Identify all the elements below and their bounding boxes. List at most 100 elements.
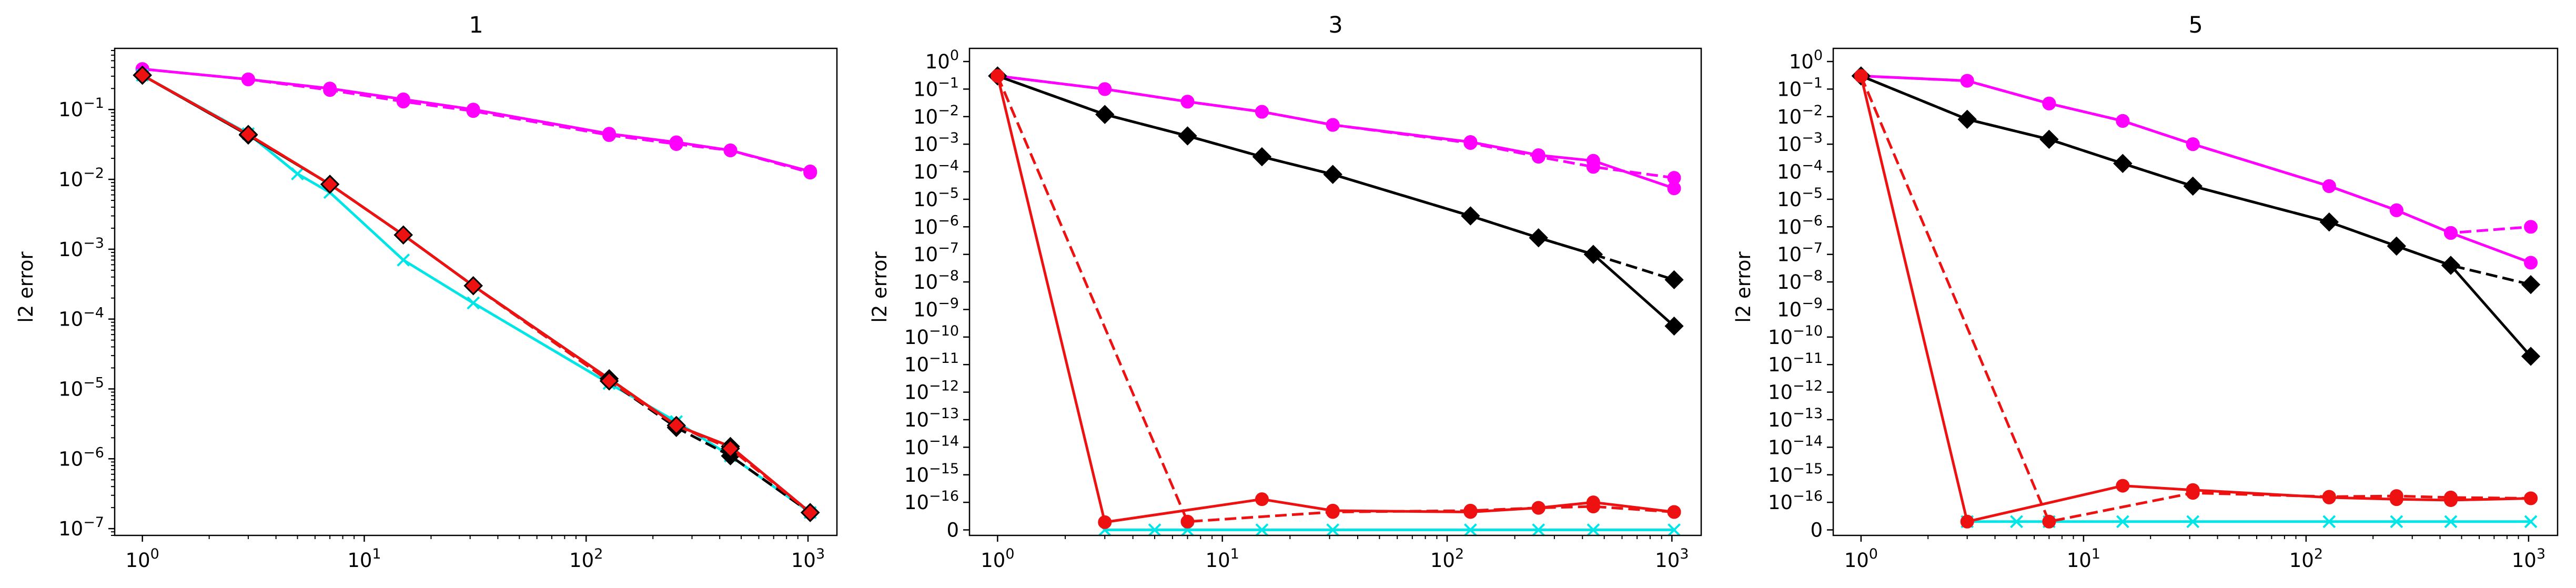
y-tick-label: 10−9	[913, 295, 959, 321]
panel-title: 5	[2188, 12, 2203, 38]
x-tick-label: 103	[2512, 546, 2545, 572]
y-tick-label: 10−14	[904, 433, 959, 459]
y-axis-label: l2 error	[15, 251, 37, 323]
data-point	[1531, 150, 1545, 164]
y-tick-label: 10−1	[913, 75, 959, 100]
x-tick-label: 103	[791, 546, 825, 572]
axes-frame	[114, 47, 838, 536]
data-point	[1664, 316, 1684, 336]
data-point	[803, 166, 817, 180]
data-point	[1252, 147, 1272, 167]
x-tick-label: 102	[569, 546, 603, 572]
data-point	[2390, 515, 2403, 529]
data-point	[1463, 523, 1477, 536]
data-point	[2521, 347, 2541, 366]
plot-area: 100 101 102 103 10−1 10−2 10−3 10−4 10−5 10−6 10−7	[58, 47, 838, 572]
y-tick-label: 10−4	[913, 158, 959, 184]
x-tick-label: 100	[981, 546, 1014, 572]
panel-title: 1	[469, 12, 483, 38]
data-point	[2524, 491, 2538, 505]
data-point	[1180, 95, 1195, 109]
data-point	[2524, 220, 2538, 234]
data-point	[2322, 179, 2336, 193]
data-point	[1957, 109, 1977, 129]
data-point	[1960, 74, 1974, 88]
data-point	[2322, 515, 2336, 529]
y-tick-label: 10−10	[1768, 323, 1823, 349]
y-tick-label: 10−16	[1768, 488, 1823, 514]
y-tick-label: 10−14	[1768, 433, 1823, 459]
data-point	[2389, 489, 2403, 503]
data-point	[1326, 118, 1340, 132]
data-point	[1255, 105, 1269, 119]
data-point	[721, 439, 740, 459]
y-tick-label: 10−11	[904, 350, 959, 376]
data-point	[2183, 176, 2203, 196]
y-tick-label: 10−15	[1768, 461, 1823, 486]
series-7	[991, 69, 1681, 529]
data-point	[1960, 514, 1974, 529]
y-tick-label: 10−6	[913, 212, 959, 238]
y-tick-label: 10−5	[58, 374, 104, 400]
y-tick-label: 10−15	[904, 461, 959, 486]
panel-5: 5 l2 error 100 101 102 103010−1610−1510−141…	[1732, 12, 2559, 572]
y-tick-label: 10−6	[1777, 212, 1823, 238]
series-line	[997, 75, 1675, 281]
y-tick-label: 10−8	[913, 268, 959, 293]
data-point	[801, 503, 820, 522]
y-tick-label: 10−6	[58, 444, 104, 470]
data-point	[1531, 501, 1545, 515]
series-line	[1860, 75, 2531, 286]
y-tick-label: 10−5	[1777, 185, 1823, 211]
data-point	[2042, 96, 2056, 110]
y-tick-label: 10−11	[1768, 350, 1823, 376]
data-point	[2116, 114, 2130, 128]
data-point	[393, 225, 413, 245]
data-point	[723, 143, 738, 157]
data-point	[1463, 136, 1478, 150]
data-point	[291, 167, 304, 180]
data-point	[241, 72, 255, 86]
data-point	[2116, 515, 2129, 529]
data-point	[1667, 505, 1681, 519]
series-line	[142, 67, 811, 174]
data-point	[1098, 515, 1112, 529]
plot-area: 100 101 102 103010−1610−1510−1410−1310−1210…	[1768, 47, 2559, 572]
data-point	[1583, 245, 1603, 264]
y-tick-label: 0	[1810, 519, 1823, 542]
x-tick-label: 100	[126, 546, 159, 572]
y-tick-label: 10−9	[1777, 295, 1823, 321]
data-point	[1178, 126, 1197, 146]
data-point	[467, 296, 480, 310]
series-7	[1854, 69, 2538, 529]
data-point	[1098, 82, 1112, 96]
y-tick-label: 10−1	[58, 95, 104, 121]
y-tick-label: 10−16	[904, 488, 959, 514]
plot-area: 100 101 102 103010−1610−1510−1410−1310−1210…	[904, 47, 1702, 572]
axes-frame	[1832, 47, 2559, 536]
data-point	[2441, 256, 2461, 275]
data-point	[1323, 165, 1342, 184]
data-point	[396, 95, 410, 109]
x-tick-label: 102	[1430, 546, 1464, 572]
data-point	[1326, 523, 1340, 536]
y-tick-label: 10−4	[1777, 158, 1823, 184]
data-point	[1668, 523, 1681, 536]
data-point	[1461, 206, 1480, 226]
data-point	[2444, 515, 2458, 529]
data-point	[669, 137, 683, 151]
data-point	[1667, 171, 1681, 185]
y-tick-label: 10−4	[58, 305, 104, 331]
data-point	[1095, 105, 1115, 124]
data-point	[666, 415, 686, 435]
data-point	[599, 371, 619, 391]
data-point	[1586, 160, 1600, 174]
panel-1: 1 l2 error 100 101 102 10310−110−210−310−41…	[15, 12, 838, 572]
series-line	[142, 74, 811, 514]
data-point	[2039, 129, 2059, 149]
x-tick-label: 101	[347, 546, 381, 572]
data-point	[463, 276, 483, 296]
data-point	[602, 128, 617, 142]
y-tick-label: 10−12	[1768, 378, 1823, 404]
